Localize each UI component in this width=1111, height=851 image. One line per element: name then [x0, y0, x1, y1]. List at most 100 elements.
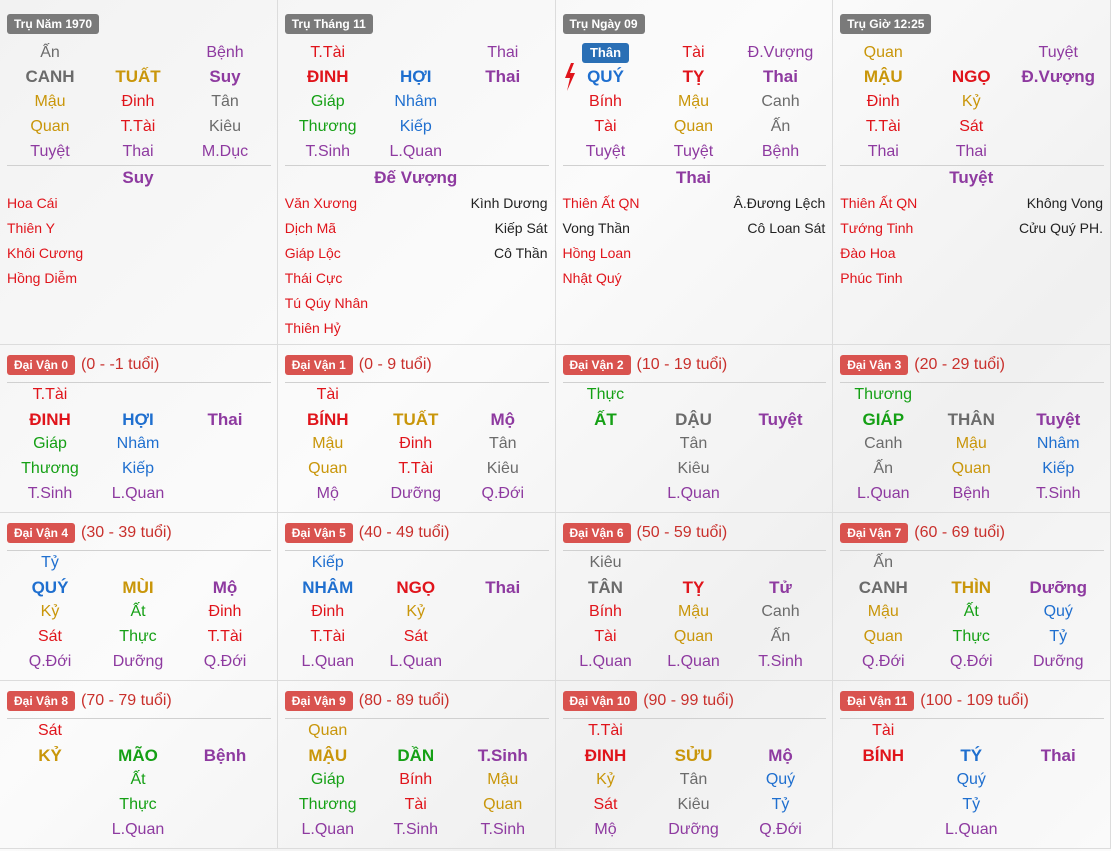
stem-branch: TUẤT [393, 410, 439, 429]
element-text: Mộ [594, 821, 617, 838]
element-text: Kiếp [311, 554, 344, 571]
element-text: Tân [211, 93, 239, 110]
stem-branch: Thai [485, 578, 521, 597]
lightning-icon [565, 63, 575, 91]
stem-branch: HỢI [122, 410, 154, 429]
pillar-title: Trụ Tháng 11 [284, 14, 373, 34]
element-text: Bính [589, 93, 622, 110]
element-text: Q.Đới [862, 653, 905, 670]
stem-branch: SỬU [674, 746, 713, 765]
dai-van-label: Đại Vận 7 [840, 523, 909, 543]
separator [840, 165, 1104, 166]
element-text: Dưỡng [1032, 653, 1084, 670]
element-text: Q.Đới [759, 821, 802, 838]
element-text: Mậu [955, 435, 987, 452]
element-text: Kỷ [406, 603, 426, 620]
pillar-title: Trụ Năm 1970 [7, 14, 100, 34]
star-left: Thiên Ất QN [562, 195, 640, 211]
element-text: Ấn [770, 628, 791, 645]
star-right: Â.Đương Lệch [733, 195, 826, 211]
element-text: Bệnh [761, 143, 800, 160]
element-text: Ấn [873, 460, 894, 477]
stem-branch: MẬU [863, 67, 903, 86]
element-text: Sát [959, 118, 984, 135]
element-text: Kiêu [486, 460, 519, 477]
stem-branch: Tử [769, 578, 792, 597]
element-text: Kiếp [121, 460, 155, 477]
dai-van-age: (30 - 39 tuổi) [81, 524, 172, 541]
element-text: Mậu [677, 603, 710, 620]
element-text: T.Tài [310, 628, 346, 645]
dai-van-age: (90 - 99 tuổi) [643, 692, 734, 709]
element-text: Tuyệt [1038, 44, 1078, 61]
dai-van-cell [277, 513, 556, 681]
element-text: Kiêu [677, 796, 710, 813]
element-text: Kiếp [399, 118, 432, 135]
element-text: Kiếp [1042, 460, 1075, 477]
dai-van-cell [555, 681, 834, 849]
element-text: Quan [863, 44, 903, 61]
dai-van-label: Đại Vận 0 [7, 355, 76, 375]
stem-branch: Mộ [490, 410, 516, 429]
stem-branch: QUÝ [31, 578, 69, 597]
element-text: Tuyệt [585, 143, 626, 160]
stem-branch: DẦN [397, 746, 435, 765]
element-text: Thực [952, 628, 990, 645]
star-left: Văn Xương [284, 195, 358, 211]
element-text: L.Quan [301, 821, 354, 838]
dai-van-header: Đại Vận 1 (0 - 9 tuổi) [284, 355, 432, 375]
star-left: Thiên Ất QN [840, 195, 918, 211]
element-text: Dưỡng [668, 821, 719, 838]
element-text: Sát [403, 628, 428, 645]
element-text: Quan [483, 796, 523, 813]
dai-van-age: (70 - 79 tuổi) [81, 692, 172, 709]
dai-van-age: (40 - 49 tuổi) [358, 524, 450, 541]
dai-van-cell [277, 681, 556, 849]
star-left: Hoa Cái [7, 195, 58, 211]
element-text: T.Sinh [480, 821, 525, 838]
stem-branch: TUẤT [115, 67, 161, 86]
dai-van-age: (0 - -1 tuổi) [81, 356, 160, 373]
element-text: Tân [679, 771, 708, 788]
dai-van-header: Đại Vận 4 (30 - 39 tuổi) [7, 523, 172, 543]
stem-branch: Suy [209, 67, 241, 86]
separator [7, 382, 271, 383]
star-left: Thái Cực [284, 270, 343, 286]
element-text: Tỷ [962, 796, 981, 813]
stem-branch: Thai [1040, 746, 1076, 765]
stem-branch: Bệnh [203, 746, 247, 765]
element-text: Q.Đới [481, 485, 525, 502]
star-left: Hồng Diễm [7, 270, 78, 286]
pillar-title: Trụ Ngày 09 [562, 14, 645, 34]
star-left: Đào Hoa [840, 245, 896, 261]
element-text: Dưỡng [390, 485, 442, 502]
element-text: Sát [593, 796, 618, 813]
element-text: M.Dục [201, 143, 249, 160]
element-text: Bính [399, 771, 433, 788]
dai-van-header: Đại Vận 0 (0 - -1 tuổi) [7, 355, 159, 375]
element-text: Nhâm [1036, 435, 1080, 452]
separator [7, 165, 271, 166]
element-text: Mậu [34, 93, 66, 110]
stem-branch: T.Sinh [477, 746, 528, 765]
stem-branch: Tuyệt [758, 410, 803, 429]
separator [562, 550, 827, 551]
dai-van-age: (80 - 89 tuổi) [358, 692, 450, 709]
day-master-badge: Thân [581, 43, 630, 63]
dai-van-cell [555, 513, 834, 681]
separator [284, 718, 549, 719]
star-left: Tướng Tinh [840, 220, 914, 236]
element-text: T.Sinh [1036, 485, 1081, 502]
element-text: Thương [298, 796, 357, 813]
element-text: Thai [122, 143, 154, 160]
separator [284, 382, 549, 383]
star-left: Vong Thần [562, 220, 630, 236]
star-left: Hồng Loan [562, 245, 632, 261]
stem-branch: THÌN [951, 578, 992, 597]
pillar-stage: Thai [676, 168, 711, 187]
stem-branch: QUÝ [587, 67, 624, 86]
element-text: Tân [679, 435, 708, 452]
star-left: Phúc Tinh [840, 270, 903, 286]
element-text: T.Tài [310, 44, 346, 61]
